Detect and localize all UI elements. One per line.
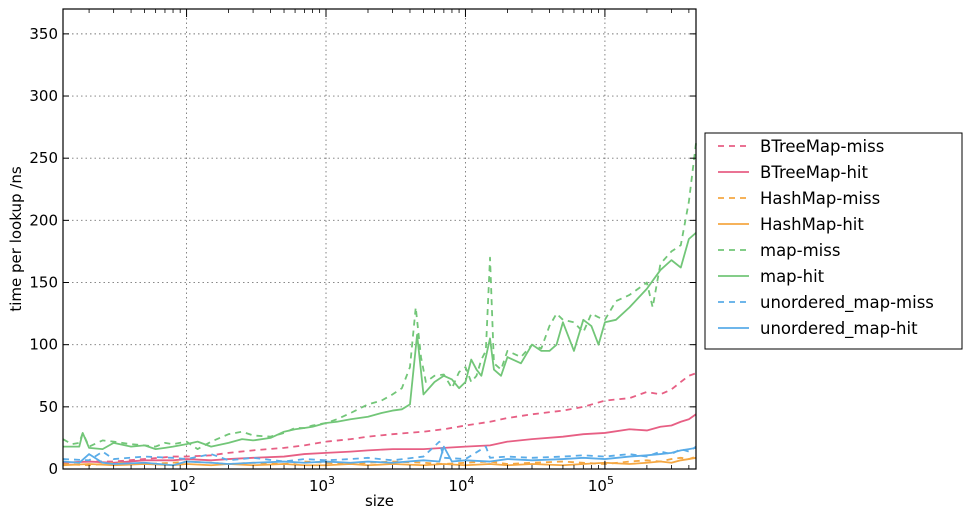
x-tick-base: 10 xyxy=(309,477,328,495)
legend-label: unordered_map-hit xyxy=(760,319,918,339)
axis-ticks xyxy=(63,9,696,470)
legend-label: HashMap-hit xyxy=(760,215,864,234)
series-line-map-hit xyxy=(63,232,697,451)
legend-label: BTreeMap-hit xyxy=(760,163,869,182)
x-tick-exponent: 3 xyxy=(328,474,335,487)
y-tick-label: 250 xyxy=(29,149,58,167)
x-tick-exponent: 5 xyxy=(607,474,614,487)
y-tick-label: 0 xyxy=(48,460,58,478)
legend-label: HashMap-miss xyxy=(760,189,880,208)
legend-label: map-hit xyxy=(760,267,825,286)
legend: BTreeMap-miss BTreeMap-hit HashMap-miss Has… xyxy=(704,132,963,350)
y-tick-label: 50 xyxy=(39,398,58,416)
x-axis-title: size xyxy=(365,492,394,510)
series-line-BTreeMap-miss xyxy=(62,372,697,464)
series-line-unordered_map-hit xyxy=(62,445,697,467)
grid xyxy=(63,9,696,469)
x-tick-base: 10 xyxy=(588,477,607,495)
y-tick-label: 300 xyxy=(29,87,58,105)
x-tick-exponent: 2 xyxy=(189,474,196,487)
x-tick-label: 105 xyxy=(588,474,614,495)
series-line-map-miss xyxy=(62,143,697,451)
x-tick-label: 103 xyxy=(309,474,335,495)
legend-box xyxy=(704,132,963,350)
y-tick-label: 200 xyxy=(29,211,58,229)
series-line-unordered_map-miss xyxy=(62,440,697,463)
legend-label: map-miss xyxy=(760,241,840,260)
y-tick-label: 100 xyxy=(29,336,58,354)
y-tick-label: 350 xyxy=(29,25,58,43)
x-tick-base: 10 xyxy=(448,477,467,495)
x-tick-base: 10 xyxy=(170,477,189,495)
x-tick-label: 104 xyxy=(448,474,474,495)
y-tick-label: 150 xyxy=(29,274,58,292)
y-axis-title: time per lookup /ns xyxy=(7,166,25,311)
series-line-BTreeMap-hit xyxy=(62,413,697,464)
plot-frame xyxy=(62,8,697,470)
x-tick-label: 102 xyxy=(170,474,196,495)
legend-label: unordered_map-miss xyxy=(760,293,934,313)
x-tick-exponent: 4 xyxy=(468,474,475,487)
legend-label: BTreeMap-miss xyxy=(760,137,884,156)
